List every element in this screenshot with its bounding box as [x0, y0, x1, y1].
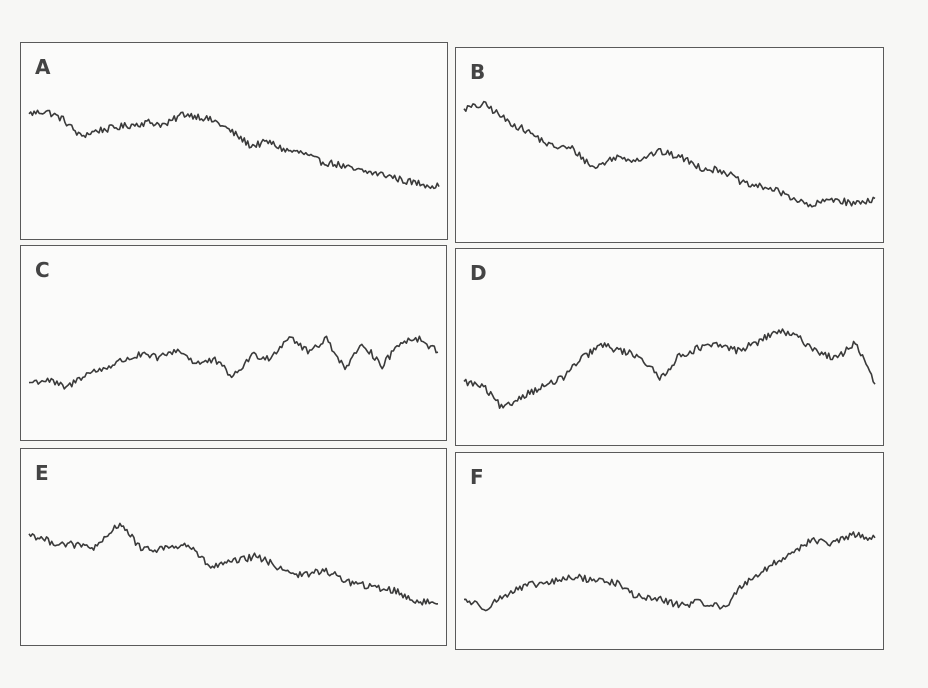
- series-line: [28, 522, 439, 606]
- panel-c: C: [20, 245, 447, 441]
- trace-plot: [28, 335, 439, 390]
- panel-label: A: [35, 55, 51, 79]
- series-line: [463, 100, 876, 208]
- panel-label: B: [470, 60, 486, 84]
- series-line: [463, 328, 876, 409]
- panel-a: A: [20, 42, 448, 240]
- panel-label: E: [35, 461, 49, 485]
- panel-label: D: [470, 261, 487, 285]
- panel-e: E: [20, 448, 447, 646]
- trace-plot: [28, 522, 439, 606]
- trace-plot: [463, 100, 876, 208]
- panel-label: F: [470, 465, 484, 489]
- panel-label: C: [35, 258, 50, 282]
- panel-d: D: [455, 248, 884, 446]
- series-line: [463, 531, 876, 612]
- trace-plot: [463, 328, 876, 409]
- panel-b: B: [455, 47, 884, 243]
- trace-plot: [28, 109, 440, 190]
- series-line: [28, 335, 439, 390]
- panel-f: F: [455, 452, 884, 650]
- trace-plot: [463, 531, 876, 612]
- series-line: [28, 109, 440, 190]
